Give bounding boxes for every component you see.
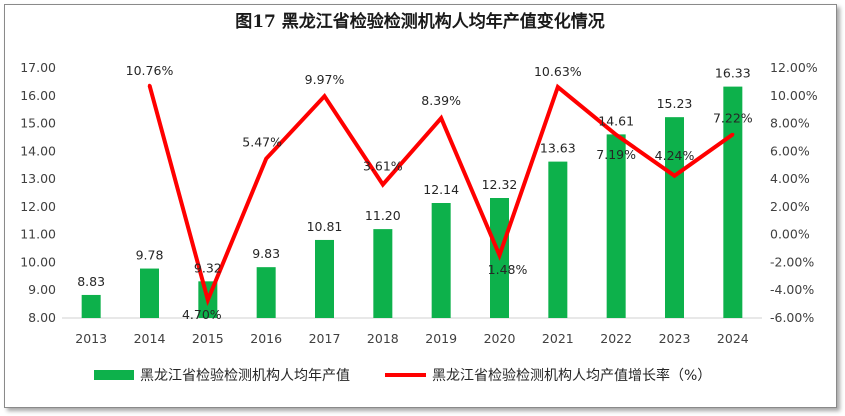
y-right-tick-label: 4.00% [770,171,810,186]
bar-value-label: 12.14 [423,182,459,197]
bar-2024 [723,86,743,318]
line-value-label: 7.19% [596,147,636,162]
bar-value-label: 11.20 [365,208,401,223]
y-right-tick-label: 12.00% [770,60,818,75]
y-right-tick-label: -6.00% [770,310,814,325]
y-right-tick-label: 6.00% [770,143,810,158]
bar-value-label: 10.81 [307,219,343,234]
bar-value-label: 15.23 [657,96,693,111]
bar-value-label: 8.83 [77,274,105,289]
bar-2022 [606,134,626,318]
y-right-tick-label: 8.00% [770,116,810,131]
x-tick-label: 2020 [484,331,516,346]
line-value-label: 9.97% [305,72,345,87]
bar-value-label: 13.63 [540,141,576,156]
line-point-2021 [556,85,560,89]
y-right-tick-label: -2.00% [770,254,814,269]
bar-2021 [548,161,568,318]
line-point-2024 [731,132,735,136]
line-value-label: 7.22% [713,110,753,125]
bar-2023 [665,117,684,319]
line-point-2018 [381,183,385,187]
legend-line-label: 黑龙江省检验检测机构人均产值增长率（%） [432,367,711,384]
line-point-2020 [498,253,501,257]
bar-value-label: 9.83 [252,246,280,261]
chart-title: 图17 黑龙江省检验检测机构人均年产值变化情况 [235,11,605,32]
line-value-label: 1.48% [488,262,528,277]
x-tick-label: 2023 [659,331,691,346]
line-value-label: 3.61% [363,159,403,174]
line-value-label: 10.63% [534,64,582,79]
y-left-tick-label: 11.00 [20,227,56,242]
bar-2017 [315,239,334,318]
legend-bar-label: 黑龙江省检验检测机构人均年产值 [140,368,350,384]
y-left-tick-label: 9.00 [28,282,56,297]
line-point-2015 [206,298,210,302]
bar-value-label: 12.32 [482,177,518,192]
legend: 黑龙江省检验检测机构人均年产值 黑龙江省检验检测机构人均产值增长率（%） [94,367,711,384]
line-value-label: 10.76% [126,63,174,78]
data-labels: 8.83 9.78 9.32 9.83 10.81 11.20 12.14 12.32 13.6… [77,63,753,322]
x-tick-label: 2014 [134,331,166,346]
bar-2013 [81,294,101,318]
line-point-2016 [264,157,268,161]
line-point-2023 [673,174,676,178]
line-value-label: 4.70% [182,307,222,322]
chart-frame [4,4,837,408]
bar-2014 [140,268,159,318]
x-tick-label: 2018 [367,331,399,346]
y-left-tick-label: 17.00 [20,60,56,75]
bar-2019 [431,203,451,318]
y-right-tick-label: 10.00% [770,88,818,103]
y-left-tick-label: 13.00 [20,171,56,186]
bar-value-label: 9.78 [136,248,164,263]
line-point-2022 [614,133,618,137]
y-right-tick-label: 0.00% [770,227,810,242]
y-right-tick-label: 2.00% [770,199,810,214]
bar-value-label: 16.33 [715,66,751,81]
y-right-tick-label: -4.00% [770,282,814,297]
y-left-tick-label: 12.00 [20,199,56,214]
line-point-2014 [148,83,151,87]
line-point-2019 [439,116,443,120]
y-left-tick-label: 8.00 [28,310,56,325]
bar-2016 [256,267,276,318]
x-tick-label: 2022 [600,331,632,346]
x-tick-label: 2013 [75,331,107,346]
bar-value-label: 14.61 [598,113,634,128]
y-left-tick-label: 16.00 [20,88,56,103]
bar-2018 [373,229,393,318]
x-tick-label: 2017 [309,331,341,346]
legend-bar-swatch [94,370,134,380]
y-left-tick-label: 14.00 [20,143,56,158]
line-series [147,83,735,307]
x-tick-label: 2024 [717,331,749,346]
line-value-label: 4.24% [655,148,695,163]
x-tick-label: 2015 [192,331,224,346]
x-tick-label: 2019 [425,331,457,346]
bar-value-label: 9.32 [194,260,222,275]
y-left-tick-label: 15.00 [20,116,56,131]
bar-series [81,86,743,319]
line-value-label: 5.47% [242,135,282,150]
x-tick-label: 2021 [542,331,574,346]
line-point-2017 [323,94,326,98]
axes: 8.00 9.00 10.00 11.00 12.00 13.00 14.00 15.00 16… [20,60,818,346]
x-tick-label: 2016 [250,331,282,346]
line-value-label: 8.39% [421,93,461,108]
y-left-tick-label: 10.00 [20,254,56,269]
